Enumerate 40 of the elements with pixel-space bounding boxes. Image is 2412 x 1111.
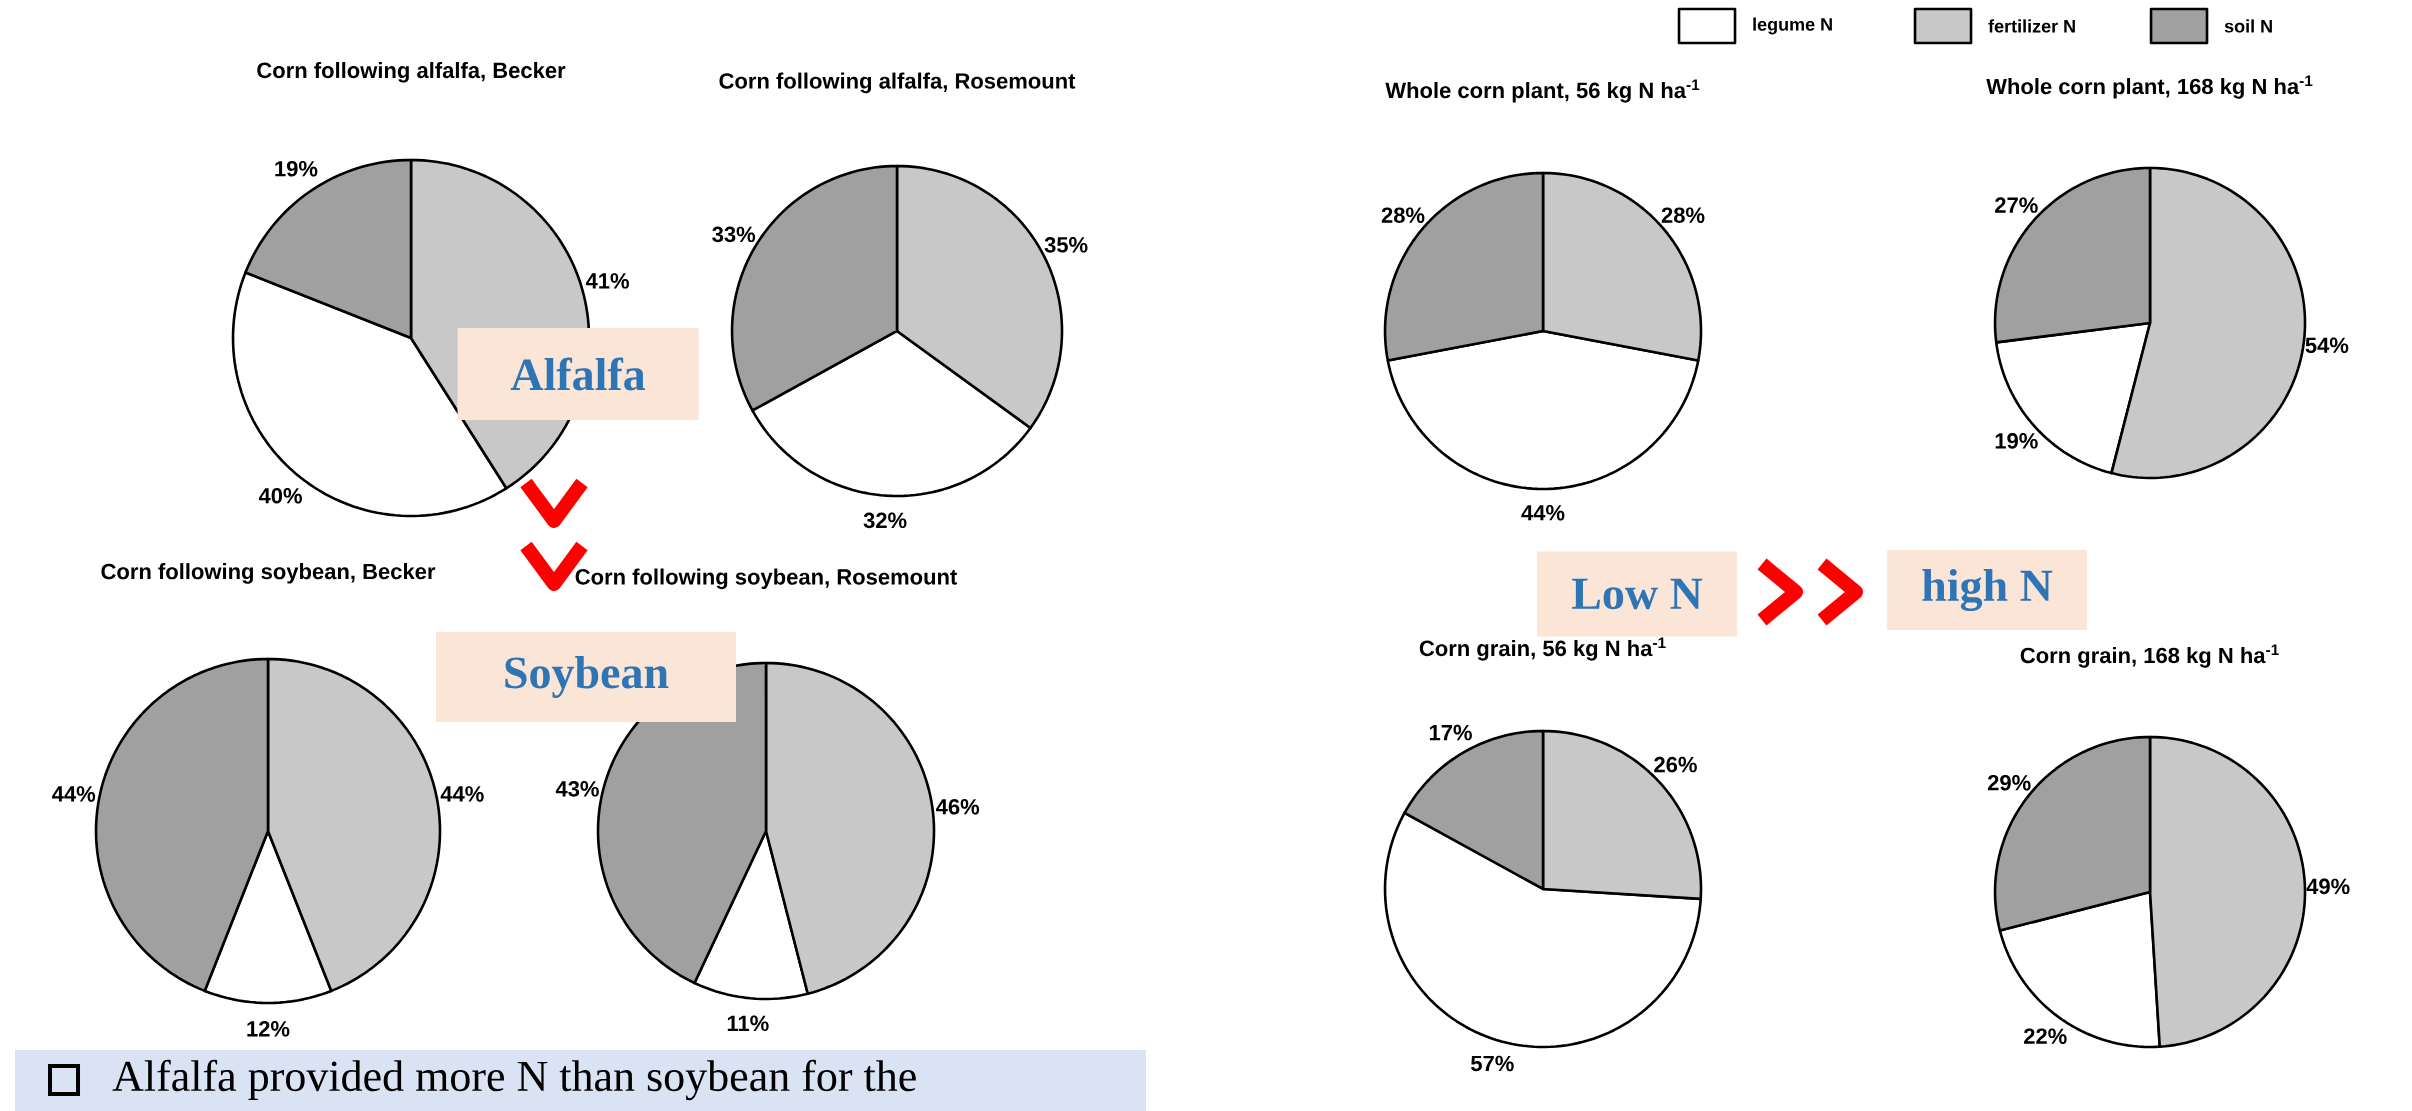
text: high N — [1922, 568, 2053, 612]
data-label: 40% — [258, 487, 302, 504]
chart-title: Whole corn plant, 168 kg N ha$^{-1}$ — [1986, 75, 2313, 99]
data-label: 49% — [2306, 878, 2350, 895]
chart-title: Corn grain, 56 kg N ha$^{-1}$ — [1419, 637, 1666, 661]
data-label: 22% — [2023, 1028, 2067, 1044]
data-label: 27% — [1995, 197, 2038, 213]
data-label: 57% — [1471, 1055, 1514, 1072]
data-label: 41% — [585, 273, 630, 289]
data-label: 28% — [1381, 207, 1425, 223]
data-label: 44% — [1521, 504, 1565, 521]
chart-title: Corn grain, 168 kg N ha$^{-1}$ — [2020, 644, 2279, 668]
data-label: 32% — [863, 512, 907, 529]
data-label: 29% — [1987, 774, 2031, 791]
text: Low N — [1572, 578, 1703, 610]
text: Soybean — [505, 656, 669, 698]
legend-label: soil N — [2224, 19, 2272, 33]
legend-label: fertilizer N — [1988, 19, 2075, 33]
chart-title: Corn following alfalfa, Becker — [257, 62, 566, 83]
data-label: 43% — [555, 781, 599, 797]
data-label: 54% — [2305, 337, 2349, 354]
data-label: 44% — [52, 786, 96, 802]
data-label: 46% — [936, 799, 980, 815]
data-label: 12% — [247, 1021, 290, 1037]
chart-title: Corn following alfalfa, Rosemount — [719, 72, 1076, 94]
data-label: 33% — [712, 226, 756, 243]
data-label: 19% — [275, 160, 318, 177]
data-label: 35% — [1044, 237, 1088, 253]
data-label: 19% — [1995, 433, 2038, 449]
data-label: 17% — [1429, 724, 1472, 741]
text: Alfalfa provided more N than soybean for the — [112, 1059, 916, 1101]
data-label: 28% — [1661, 207, 1705, 223]
data-label: 11% — [727, 1015, 769, 1032]
chart-title: Corn following soybean, Rosemount — [575, 568, 958, 590]
text: Whole corn plant, 56 kg N ha$^{-1}$ — [1385, 79, 1700, 103]
data-label: 26% — [1654, 756, 1697, 773]
text: Alfalfa — [510, 357, 646, 391]
legend-label: legume N — [1753, 17, 1832, 35]
data-label: 44% — [440, 786, 484, 802]
chart-title: Corn following soybean, Becker — [101, 563, 436, 584]
